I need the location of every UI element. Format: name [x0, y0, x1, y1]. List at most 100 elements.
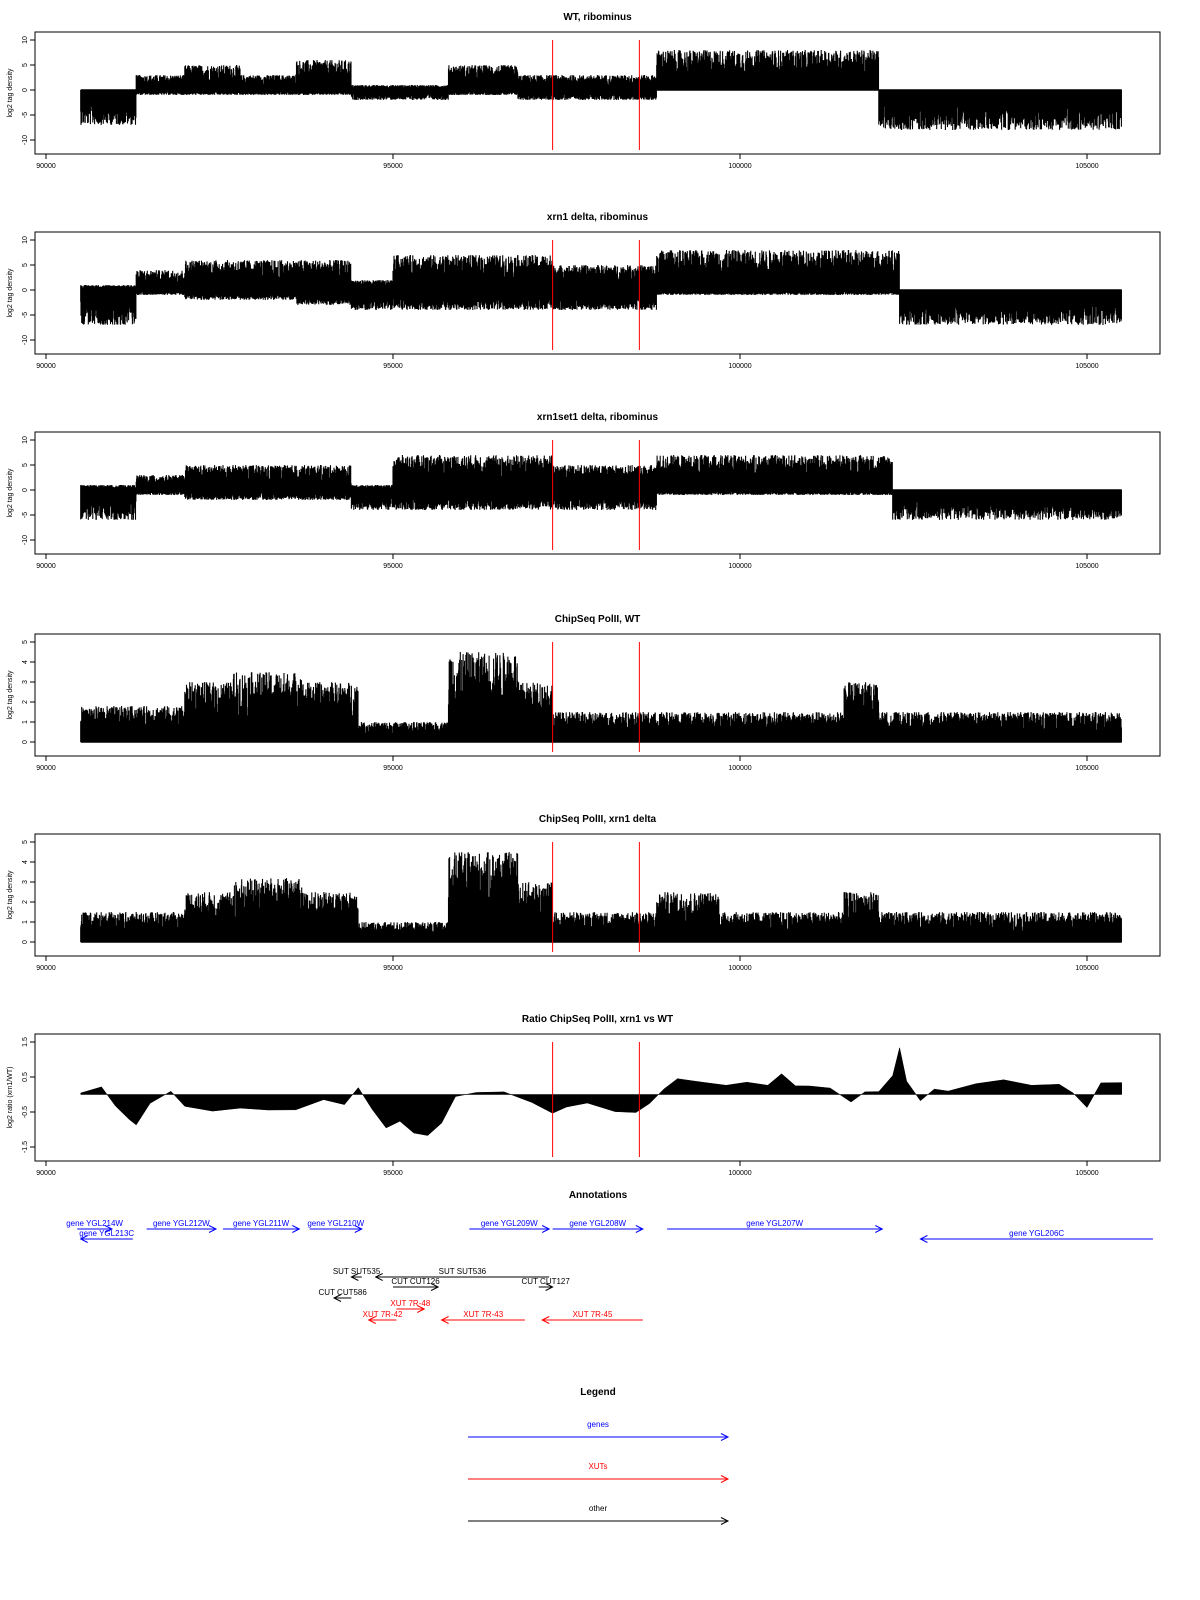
y-tick-label: 4	[22, 660, 29, 664]
chart-panel-6: Ratio ChipSeq PolII, xrn1 vs WT -1.5 -0.5 0…	[7, 1014, 1161, 1177]
feature-gene-ygl212w: gene YGL212W	[146, 1219, 218, 1233]
arrow-head	[635, 1225, 644, 1233]
y-tick-label: 5	[22, 640, 29, 644]
feature-label: SUT SUT536	[439, 1267, 487, 1276]
feature-label: CUT CUT127	[522, 1277, 571, 1286]
feature-label: XUT 7R-48	[390, 1299, 430, 1308]
y-tick-label: 10	[22, 436, 29, 444]
arrow-head	[720, 1475, 730, 1483]
x-tick-label: 90000	[36, 163, 56, 170]
y-tick-label: 5	[22, 840, 29, 844]
feature-label: XUT 7R-43	[463, 1310, 503, 1319]
legend-item-other: other	[468, 1504, 730, 1525]
y-tick-label: -5	[22, 512, 29, 518]
feature-xut-7r-42: XUT 7R-42	[363, 1310, 403, 1324]
feature-label: gene YGL206C	[1009, 1229, 1064, 1238]
chart-title: Ratio ChipSeq PolII, xrn1 vs WT	[522, 1014, 673, 1025]
arrow-head	[417, 1305, 426, 1313]
x-tick-label: 90000	[36, 765, 56, 772]
feature-label: gene YGL209W	[481, 1219, 538, 1228]
feature-label: gene YGL212W	[153, 1219, 210, 1228]
arrow-head	[875, 1225, 884, 1233]
x-tick-label: 95000	[383, 363, 403, 370]
x-tick-label: 90000	[36, 1170, 56, 1177]
y-tick-label: 1.5	[22, 1037, 29, 1047]
chart-title: ChipSeq PolII, WT	[555, 614, 641, 625]
y-axis-label: log2 tag density	[7, 268, 14, 318]
arrow-head	[79, 1235, 88, 1243]
y-tick-label: 2	[22, 900, 29, 904]
y-tick-label: 0	[22, 88, 29, 92]
y-tick-label: 0	[22, 488, 29, 492]
feature-cut-cut127: CUT CUT127	[522, 1277, 571, 1291]
ratio-area	[80, 1047, 1122, 1136]
chart-panel-1: WT, ribominus -10 -5 0 5 10 log2 tag density 90…	[7, 12, 1161, 170]
legend-label: genes	[587, 1420, 609, 1429]
coverage-bars	[80, 250, 1122, 325]
y-tick-label: 0.5	[22, 1072, 29, 1082]
feature-gene-ygl208w: gene YGL208W	[552, 1219, 644, 1233]
feature-cut-cut586: CUT CUT586	[319, 1288, 367, 1302]
chart-title: xrn1 delta, ribominus	[547, 212, 649, 223]
y-tick-label: -10	[22, 135, 29, 145]
feature-xut-7r-48: XUT 7R-48	[390, 1299, 431, 1313]
arrow-head	[354, 1225, 363, 1233]
x-tick-label: 90000	[36, 965, 56, 972]
arrow-head	[541, 1225, 551, 1233]
feature-gene-ygl213c: gene YGL213C	[79, 1229, 134, 1243]
x-tick-label: 95000	[383, 163, 403, 170]
plot-frame	[34, 633, 1161, 757]
x-tick-label: 105000	[1075, 163, 1098, 170]
feature-label: gene YGL207W	[746, 1219, 803, 1228]
x-tick-label: 105000	[1075, 765, 1098, 772]
feature-xut-7r-43: XUT 7R-43	[440, 1310, 525, 1324]
feature-label: XUT 7R-42	[363, 1310, 403, 1319]
arrow-head	[208, 1225, 218, 1233]
arrow-head	[541, 1316, 550, 1324]
arrow-head	[374, 1273, 383, 1281]
feature-gene-ygl210w: gene YGL210W	[307, 1219, 365, 1233]
x-tick-label: 100000	[728, 965, 751, 972]
x-tick-label: 95000	[383, 1170, 403, 1177]
feature-label: gene YGL214W	[66, 1219, 123, 1228]
y-tick-label: -10	[22, 535, 29, 545]
coverage-bars	[80, 455, 1122, 520]
x-tick-label: 100000	[728, 363, 751, 370]
y-tick-label: -5	[22, 312, 29, 318]
y-tick-label: 0	[22, 288, 29, 292]
arrow-head	[720, 1517, 730, 1525]
arrow-head	[440, 1316, 449, 1324]
y-tick-label: 5	[22, 463, 29, 467]
y-axis-label: log2 tag density	[7, 870, 14, 920]
feature-xut-7r-45: XUT 7R-45	[541, 1310, 643, 1324]
y-tick-label: 10	[22, 236, 29, 244]
chart-title: WT, ribominus	[563, 12, 632, 23]
y-axis-label: log2 ratio (xrn1/WT)	[7, 1067, 14, 1129]
arrow-head	[720, 1433, 730, 1441]
y-tick-label: -1.5	[22, 1141, 29, 1153]
x-tick-label: 105000	[1075, 965, 1098, 972]
coverage-bars	[80, 50, 1122, 130]
y-axis-label: log2 tag density	[7, 670, 14, 720]
feature-gene-ygl211w: gene YGL211W	[222, 1219, 301, 1233]
x-tick-label: 95000	[383, 965, 403, 972]
y-tick-label: 3	[22, 880, 29, 884]
chart-title: ChipSeq PolII, xrn1 delta	[539, 814, 657, 825]
arrow-head	[292, 1225, 301, 1233]
feature-label: gene YGL208W	[569, 1219, 626, 1228]
y-tick-label: 5	[22, 63, 29, 67]
y-tick-label: 10	[22, 36, 29, 44]
x-tick-label: 105000	[1075, 563, 1098, 570]
legend-label: other	[589, 1504, 608, 1513]
chart-panel-3: xrn1set1 delta, ribominus -10 -5 0 5 10 log2 t…	[7, 412, 1161, 570]
coverage-bars	[80, 852, 1122, 942]
plot-frame	[34, 431, 1161, 555]
feature-label: gene YGL210W	[307, 1219, 364, 1228]
y-tick-label: 0	[22, 740, 29, 744]
feature-gene-ygl214w: gene YGL214W	[66, 1219, 123, 1233]
x-tick-label: 90000	[36, 363, 56, 370]
chart-panel-2: xrn1 delta, ribominus -10 -5 0 5 10 log2 tag d…	[7, 212, 1161, 370]
plot-frame	[34, 31, 1161, 155]
y-tick-label: 5	[22, 263, 29, 267]
